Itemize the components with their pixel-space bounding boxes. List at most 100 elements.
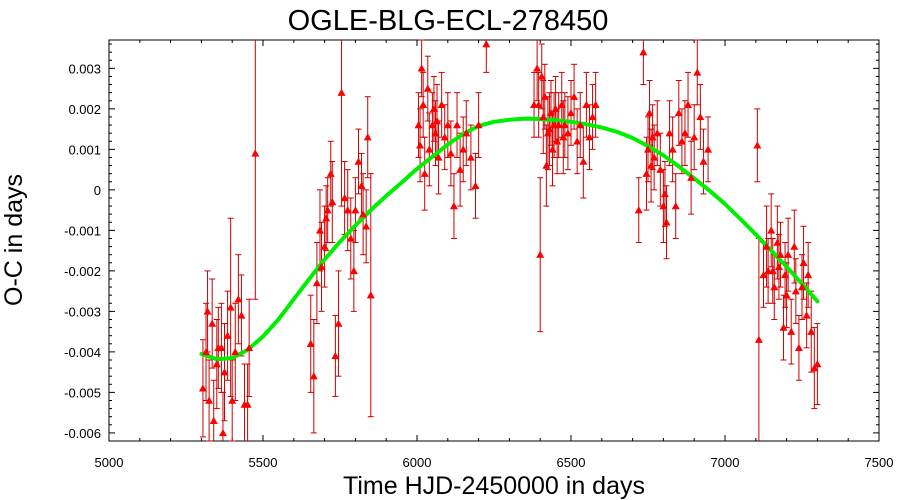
data-point (546, 108, 555, 117)
data-point (782, 291, 791, 299)
data-points (198, 40, 822, 437)
data-point (349, 266, 358, 275)
data-point (425, 145, 434, 153)
data-point (563, 129, 572, 137)
data-point (334, 319, 343, 327)
data-point (414, 121, 423, 129)
data-point (767, 226, 776, 234)
data-point (570, 92, 579, 100)
data-point (548, 145, 557, 153)
data-point (642, 169, 651, 177)
data-point (542, 161, 551, 169)
data-point (804, 270, 813, 279)
data-point (768, 266, 777, 275)
data-point (462, 129, 471, 137)
data-point (668, 145, 677, 153)
data-point (423, 84, 432, 92)
data-point (533, 64, 542, 72)
y-axis: -0.006 -0.005 -0.004 -0.003 -0.002 -0.001 0 0.0… (64, 43, 879, 441)
data-point (433, 117, 442, 125)
fit-curve-group (199, 116, 820, 362)
data-point (243, 400, 252, 408)
data-point (331, 351, 340, 360)
data-point (363, 133, 372, 141)
data-point (453, 121, 462, 129)
data-point (443, 121, 452, 129)
data-point (218, 428, 227, 437)
data-point (585, 133, 594, 141)
data-point (660, 189, 669, 198)
data-point (449, 202, 458, 210)
data-point (693, 68, 702, 76)
data-point (790, 242, 799, 250)
data-point (234, 295, 243, 303)
data-point (774, 262, 783, 271)
data-point (677, 137, 686, 145)
error-bar (252, 40, 259, 300)
data-point (456, 165, 465, 173)
data-point (648, 133, 657, 141)
data-point (359, 210, 368, 218)
data-point (644, 145, 652, 153)
data-point (810, 364, 819, 372)
data-point (650, 153, 659, 161)
data-point (591, 100, 600, 109)
data-point (639, 48, 648, 56)
data-point (420, 169, 429, 177)
data-point (343, 206, 352, 214)
data-point (362, 222, 371, 230)
fit-curve (199, 116, 820, 362)
data-point (559, 133, 568, 141)
data-point (781, 270, 790, 279)
data-point (354, 157, 363, 165)
data-point (536, 250, 545, 258)
x-tick-label: 6000 (403, 455, 432, 470)
data-point (674, 108, 683, 117)
data-point (306, 339, 315, 347)
data-point (428, 121, 437, 129)
data-point (791, 287, 800, 295)
x-tick-label: 5000 (95, 455, 124, 470)
data-point (209, 416, 218, 424)
y-tick-label: -0.002 (64, 264, 101, 279)
data-point (419, 100, 428, 109)
data-point (553, 137, 562, 145)
data-point (231, 347, 240, 356)
error-bar (338, 40, 345, 207)
data-point (773, 238, 782, 246)
plot-frame (108, 39, 880, 442)
chart-title: OGLE-BLG-ECL-278450 (288, 5, 609, 37)
data-point (557, 100, 566, 109)
data-point (203, 307, 212, 315)
data-point (440, 133, 449, 141)
data-point (573, 137, 582, 145)
data-point (645, 108, 654, 117)
x-tick-label: 7500 (865, 455, 894, 470)
y-tick-label: 0.001 (68, 142, 101, 157)
data-point (647, 161, 656, 169)
data-point (567, 108, 575, 117)
data-point (579, 157, 588, 165)
data-point (753, 141, 762, 149)
data-point (357, 181, 366, 190)
data-point (208, 319, 217, 327)
data-point (551, 104, 560, 113)
data-point (759, 270, 768, 279)
data-point (794, 343, 803, 352)
data-point (807, 327, 816, 335)
data-point (659, 202, 668, 210)
data-point (540, 92, 549, 100)
data-point (309, 372, 318, 380)
data-point (323, 206, 332, 214)
data-point (662, 218, 671, 226)
x-tick-label: 5500 (249, 455, 278, 470)
data-point (245, 343, 254, 352)
y-tick-label: -0.004 (64, 345, 101, 360)
data-point (251, 149, 260, 157)
data-point (534, 100, 543, 109)
y-tick-label: -0.005 (64, 385, 101, 400)
data-point (326, 169, 335, 177)
y-tick-label: 0 (94, 183, 101, 198)
